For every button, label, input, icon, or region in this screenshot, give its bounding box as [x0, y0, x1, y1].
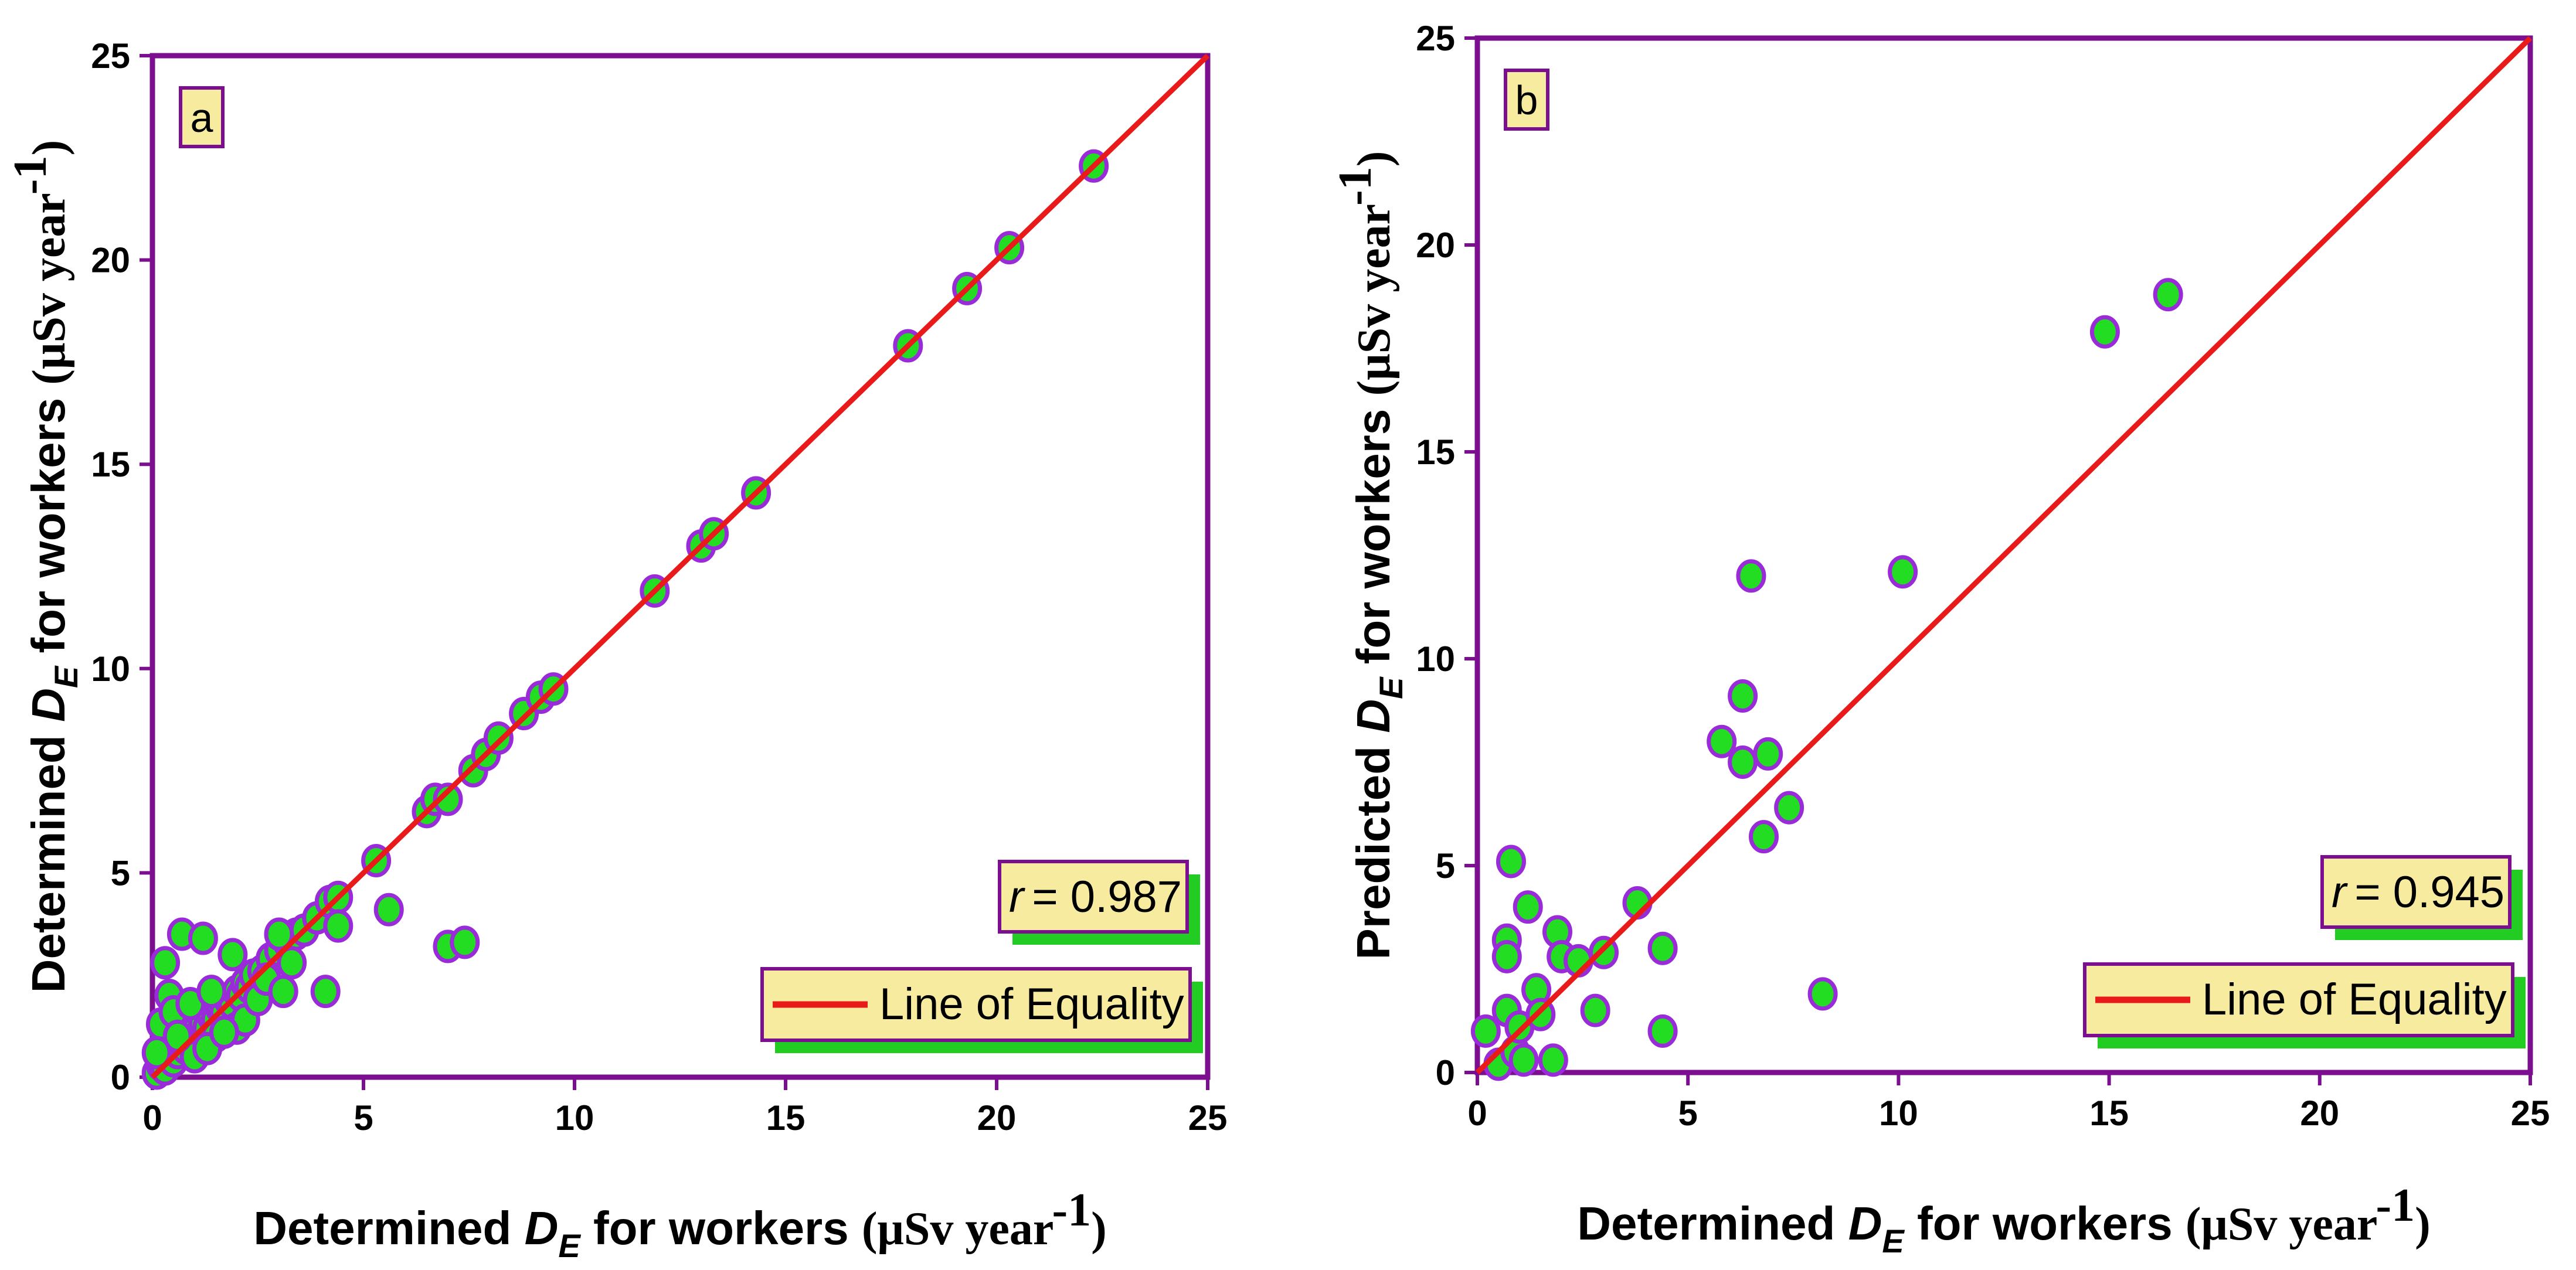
- x-tick-label: 10: [1879, 1094, 1918, 1133]
- x-tick-label: 20: [977, 1098, 1017, 1138]
- y-tick-label: 15: [91, 445, 130, 484]
- y-axis-label: Determined DE for workers (μSv year-1): [5, 140, 84, 993]
- y-tick-label: 25: [91, 36, 130, 76]
- y-axis-label: Predicted DE for workers (μSv year-1): [1330, 151, 1409, 960]
- data-point: [1807, 977, 1838, 1011]
- data-point: [1749, 820, 1779, 854]
- x-tick-label: 10: [555, 1098, 594, 1138]
- y-tick-label: 10: [91, 649, 130, 689]
- data-point: [209, 1015, 239, 1049]
- panel-label: a: [191, 95, 213, 141]
- scatter-points: [1470, 278, 2183, 1081]
- data-point: [1513, 890, 1543, 924]
- data-point: [268, 975, 298, 1009]
- x-tick-label: 25: [2511, 1094, 2550, 1133]
- x-tick-label: 20: [2300, 1094, 2339, 1133]
- y-tick-label: 5: [1436, 846, 1455, 886]
- y-tick-label: 5: [111, 853, 130, 893]
- plot-frame: [149, 53, 1211, 1080]
- y-tick-label: 25: [1416, 19, 1455, 58]
- r-value-box: [2320, 855, 2512, 929]
- r-value-text: r = 0.987: [1009, 872, 1182, 922]
- x-tick-label: 0: [142, 1098, 162, 1138]
- data-point: [1470, 1014, 1501, 1048]
- chart-panel-b: 0 5 10 15 20 25 0 5 10 15 20 25 b r = 0.945 Line of Equ…: [1330, 19, 2550, 1259]
- x-tick-label: 5: [1678, 1094, 1698, 1133]
- y-tick-label: 10: [1416, 639, 1455, 679]
- data-point: [141, 1036, 172, 1070]
- y-tick-label: 20: [1416, 226, 1455, 265]
- legend-label: Line of Equality: [2202, 975, 2507, 1024]
- data-point: [264, 917, 294, 951]
- data-point: [1647, 931, 1678, 965]
- y-tick-label: 0: [1436, 1053, 1455, 1092]
- data-point: [1647, 1014, 1678, 1048]
- x-tick-label: 25: [1188, 1098, 1228, 1138]
- data-point: [450, 925, 480, 959]
- data-point: [373, 893, 404, 927]
- data-point: [1508, 1043, 1539, 1077]
- r-value-text: r = 0.945: [2332, 867, 2504, 917]
- line-of-equality: [1475, 36, 2533, 1075]
- x-tick-label: 15: [2089, 1094, 2129, 1133]
- legend-label: Line of Equality: [879, 979, 1184, 1029]
- data-point: [277, 946, 307, 980]
- y-tick-label: 15: [1416, 433, 1455, 472]
- data-point: [150, 946, 181, 980]
- line-of-equality: [150, 53, 1210, 1080]
- data-point: [1728, 745, 1758, 779]
- data-point: [2089, 315, 2120, 349]
- x-axis-label: Determined DE for workers (μSv year-1): [253, 1184, 1106, 1264]
- panel-label-box: [1504, 69, 1549, 131]
- x-axis-label: Determined DE for workers (μSv year-1): [1577, 1180, 2430, 1259]
- data-point: [218, 938, 248, 972]
- data-point: [433, 782, 463, 816]
- data-point: [2153, 278, 2183, 312]
- data-point: [1491, 939, 1522, 973]
- x-tick-label: 5: [354, 1098, 373, 1138]
- data-point: [1728, 679, 1758, 713]
- data-point: [1538, 1043, 1568, 1077]
- data-point: [310, 975, 341, 1009]
- y-tick-label: 0: [111, 1058, 130, 1097]
- r-value-box: [998, 860, 1189, 934]
- data-point: [1774, 791, 1804, 825]
- panel-label: b: [1515, 77, 1538, 123]
- data-point: [1753, 737, 1783, 771]
- plot-frame: [1474, 35, 2533, 1075]
- x-tick-label: 15: [766, 1098, 806, 1138]
- data-point: [1707, 724, 1737, 758]
- data-point: [196, 975, 227, 1009]
- data-point: [1496, 845, 1526, 879]
- data-point: [1580, 993, 1610, 1027]
- data-point: [1888, 555, 1918, 589]
- chart-panel-a: 0 5 10 15 20 25 0 5 10 15 20 25 a r = 0.987 Line of Equ…: [5, 36, 1227, 1264]
- data-point: [1736, 559, 1766, 593]
- data-point: [188, 921, 218, 955]
- y-tick-label: 20: [91, 241, 130, 280]
- x-tick-label: 0: [1467, 1094, 1487, 1133]
- panel-label-box: [179, 86, 225, 148]
- data-point: [323, 909, 354, 943]
